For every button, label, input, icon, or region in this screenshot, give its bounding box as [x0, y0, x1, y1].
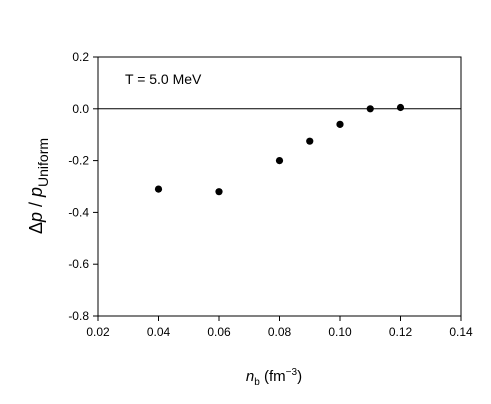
- x-axis-label-unit: (fm: [260, 368, 286, 385]
- y-tick-label: -0.8: [68, 309, 89, 323]
- temperature-annotation: T = 5.0 MeV: [125, 71, 202, 87]
- x-axis-label-unit-exp: −3: [286, 367, 298, 378]
- x-axis-label-base: n: [246, 368, 254, 385]
- y-axis-label-p-uniform: p: [26, 187, 46, 198]
- y-axis-label-delta: Δ: [26, 222, 46, 234]
- plot-frame: [97, 56, 462, 317]
- y-tick-label: 0.0: [72, 102, 89, 116]
- x-tick-label: 0.14: [449, 325, 473, 339]
- data-point: [396, 103, 405, 112]
- x-tick-label: 0.08: [268, 325, 292, 339]
- x-axis-label-sub: b: [254, 377, 260, 388]
- data-point: [154, 185, 163, 193]
- y-tick-label: -0.6: [68, 257, 89, 271]
- y-axis-label: Δp / pUniform: [26, 138, 51, 234]
- x-axis-ticks: 0.02 0.04 0.06 0.08 0.10 0.12 0.14: [86, 316, 473, 339]
- y-tick-label: -0.4: [68, 205, 89, 219]
- data-point: [215, 188, 223, 196]
- y-axis-label-slash: /: [26, 197, 46, 212]
- plot-border: [97, 56, 462, 317]
- x-tick-label: 0.12: [389, 325, 413, 339]
- x-tick-label: 0.02: [86, 325, 110, 339]
- data-points: [154, 103, 405, 196]
- data-point: [366, 105, 374, 113]
- x-axis-label: nb (fm−3): [246, 367, 302, 388]
- x-tick-label: 0.06: [207, 325, 231, 339]
- y-axis-ticks: 0.2 0.0 -0.2 -0.4 -0.6 -0.8: [68, 50, 98, 323]
- y-tick-label: 0.2: [72, 50, 89, 64]
- data-point: [336, 120, 344, 128]
- x-tick-label: 0.10: [328, 325, 352, 339]
- y-axis-label-p: p: [26, 212, 46, 223]
- data-point: [275, 157, 284, 165]
- y-axis-label-sub: Uniform: [35, 138, 51, 187]
- x-tick-label: 0.04: [147, 325, 171, 339]
- x-axis-label-unit-close: ): [297, 368, 302, 385]
- y-tick-label: -0.2: [68, 154, 89, 168]
- data-point: [306, 137, 314, 145]
